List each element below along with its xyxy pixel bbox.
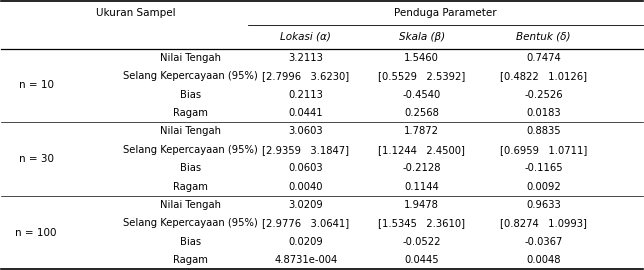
Text: 0.0209: 0.0209 xyxy=(289,237,323,247)
Text: [2.7996   3.6230]: [2.7996 3.6230] xyxy=(262,71,350,81)
Text: n = 30: n = 30 xyxy=(19,154,53,164)
Text: Ukuran Sampel: Ukuran Sampel xyxy=(96,8,175,18)
Text: Ragam: Ragam xyxy=(173,181,208,191)
Text: n = 100: n = 100 xyxy=(15,228,57,238)
Text: 0.1144: 0.1144 xyxy=(404,181,439,191)
Text: [0.5529   2.5392]: [0.5529 2.5392] xyxy=(378,71,465,81)
Text: Bias: Bias xyxy=(180,90,201,100)
Text: 3.0209: 3.0209 xyxy=(289,200,323,210)
Text: Selang Kepercayaan (95%): Selang Kepercayaan (95%) xyxy=(123,218,258,228)
Text: Skala (β): Skala (β) xyxy=(399,32,444,42)
Text: [0.4822   1.0126]: [0.4822 1.0126] xyxy=(500,71,587,81)
Text: -0.0367: -0.0367 xyxy=(524,237,563,247)
Text: [2.9359   3.1847]: [2.9359 3.1847] xyxy=(263,145,350,155)
Text: Ragam: Ragam xyxy=(173,108,208,118)
Text: Lokasi (α): Lokasi (α) xyxy=(281,32,332,42)
Text: Bentuk (δ): Bentuk (δ) xyxy=(516,32,571,42)
Text: Nilai Tengah: Nilai Tengah xyxy=(160,126,221,136)
Text: -0.1165: -0.1165 xyxy=(524,163,563,173)
Text: 0.9633: 0.9633 xyxy=(526,200,561,210)
Text: 1.5460: 1.5460 xyxy=(404,53,439,63)
Text: Nilai Tengah: Nilai Tengah xyxy=(160,200,221,210)
Text: 0.0445: 0.0445 xyxy=(404,255,439,265)
Text: 4.8731e-004: 4.8731e-004 xyxy=(274,255,337,265)
Text: [0.8274   1.0993]: [0.8274 1.0993] xyxy=(500,218,587,228)
Text: 0.7474: 0.7474 xyxy=(526,53,561,63)
Text: 0.2113: 0.2113 xyxy=(289,90,323,100)
Text: 0.0040: 0.0040 xyxy=(289,181,323,191)
Text: 1.9478: 1.9478 xyxy=(404,200,439,210)
Text: [2.9776   3.0641]: [2.9776 3.0641] xyxy=(262,218,350,228)
Text: Nilai Tengah: Nilai Tengah xyxy=(160,53,221,63)
Text: Selang Kepercayaan (95%): Selang Kepercayaan (95%) xyxy=(123,145,258,155)
Text: n = 10: n = 10 xyxy=(19,80,53,90)
Text: Penduga Parameter: Penduga Parameter xyxy=(394,8,497,18)
Text: Selang Kepercayaan (95%): Selang Kepercayaan (95%) xyxy=(123,71,258,81)
Text: [1.1244   2.4500]: [1.1244 2.4500] xyxy=(378,145,465,155)
Text: -0.2128: -0.2128 xyxy=(402,163,441,173)
Text: [0.6959   1.0711]: [0.6959 1.0711] xyxy=(500,145,587,155)
Text: 0.0603: 0.0603 xyxy=(289,163,323,173)
Text: 0.0441: 0.0441 xyxy=(289,108,323,118)
Text: 1.7872: 1.7872 xyxy=(404,126,439,136)
Text: -0.4540: -0.4540 xyxy=(402,90,440,100)
Text: Bias: Bias xyxy=(180,237,201,247)
Text: Ragam: Ragam xyxy=(173,255,208,265)
Text: 0.0092: 0.0092 xyxy=(526,181,561,191)
Text: 0.0048: 0.0048 xyxy=(526,255,561,265)
Text: [1.5345   2.3610]: [1.5345 2.3610] xyxy=(378,218,465,228)
Text: -0.2526: -0.2526 xyxy=(524,90,563,100)
Text: 0.8835: 0.8835 xyxy=(526,126,561,136)
Text: 0.2568: 0.2568 xyxy=(404,108,439,118)
Text: 3.0603: 3.0603 xyxy=(289,126,323,136)
Text: 3.2113: 3.2113 xyxy=(289,53,323,63)
Text: Bias: Bias xyxy=(180,163,201,173)
Text: 0.0183: 0.0183 xyxy=(526,108,561,118)
Text: -0.0522: -0.0522 xyxy=(402,237,441,247)
